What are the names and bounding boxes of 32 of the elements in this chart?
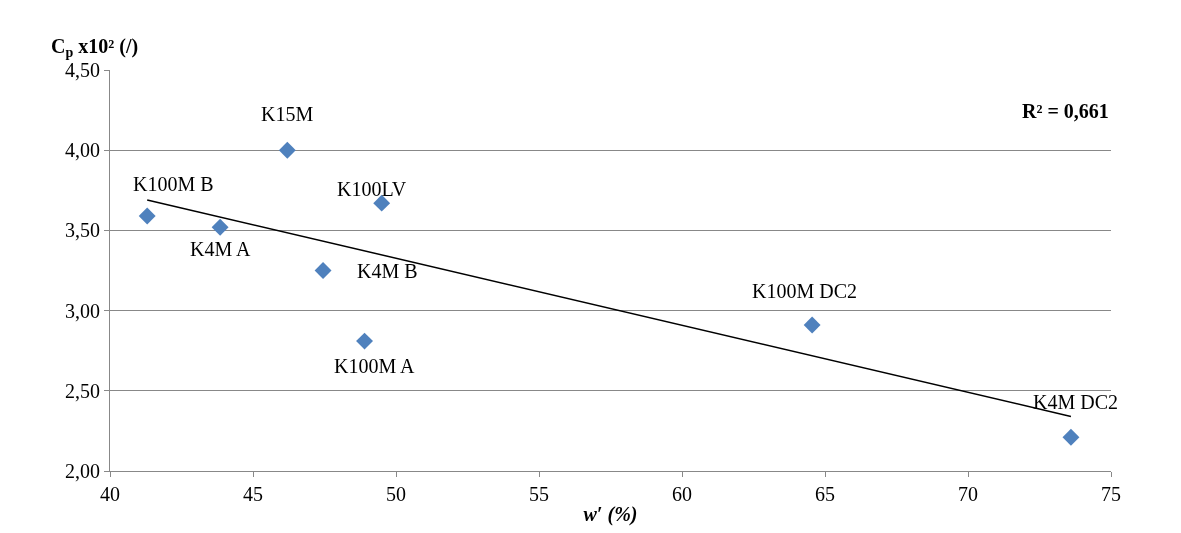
annotation: K4M DC2: [1033, 391, 1119, 413]
annotation: K100LV: [337, 178, 407, 200]
point: [138, 207, 156, 225]
y-tick-label: 4,50: [65, 59, 100, 81]
x-tick-label: 55: [529, 483, 549, 505]
annotation: K100M B: [133, 173, 214, 195]
y-tick-label: 3,00: [65, 299, 100, 322]
y-axis-title: C$_{p}$ x10² (/): [51, 35, 139, 61]
x-tick-label: 60: [672, 483, 692, 505]
point: [1062, 428, 1080, 446]
annotation: K100M A: [334, 355, 416, 377]
y-tick-label: 3,50: [65, 219, 100, 242]
annotation: K100M DC2: [752, 280, 858, 302]
point: [356, 332, 373, 350]
x-tick-label: 50: [386, 483, 406, 505]
point: [314, 262, 332, 279]
y-tick-label: 2,50: [65, 379, 100, 402]
annotation: K4M A: [190, 238, 252, 260]
annotation: K4M B: [357, 260, 418, 282]
y-tick-label: 2,00: [65, 460, 100, 482]
x-axis-title: w′ (%): [583, 502, 638, 526]
y-tick-label: 4,00: [65, 139, 100, 162]
point: [278, 141, 296, 159]
point: [211, 218, 229, 236]
x-tick-label: 40: [100, 483, 120, 505]
x-tick-label: 65: [815, 483, 835, 505]
point: [803, 316, 821, 334]
x-tick-label: 45: [243, 483, 263, 505]
x-tick-label: 75: [1101, 483, 1121, 505]
x-tick-label: 70: [958, 483, 978, 505]
annotation: R² = 0,661: [1022, 100, 1109, 122]
annotation: K15M: [261, 103, 314, 125]
